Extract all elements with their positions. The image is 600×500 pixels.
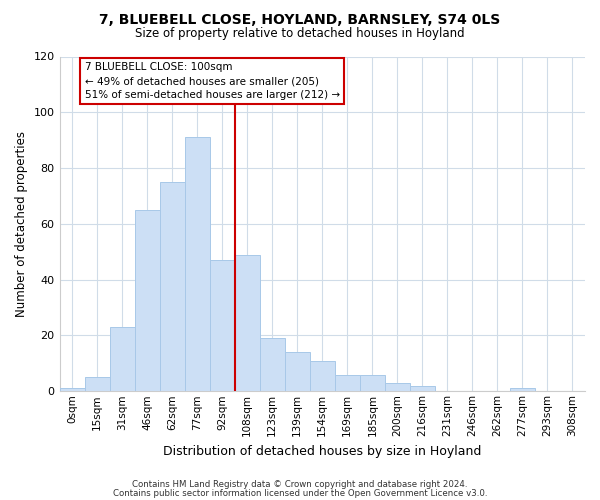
Bar xyxy=(209,260,235,392)
Bar xyxy=(360,374,385,392)
Text: 7, BLUEBELL CLOSE, HOYLAND, BARNSLEY, S74 0LS: 7, BLUEBELL CLOSE, HOYLAND, BARNSLEY, S7… xyxy=(100,12,500,26)
Bar xyxy=(134,210,160,392)
Bar xyxy=(160,182,185,392)
Text: Size of property relative to detached houses in Hoyland: Size of property relative to detached ho… xyxy=(135,28,465,40)
Bar xyxy=(510,388,535,392)
Bar xyxy=(335,374,360,392)
Bar xyxy=(410,386,435,392)
Y-axis label: Number of detached properties: Number of detached properties xyxy=(15,131,28,317)
Text: Contains HM Land Registry data © Crown copyright and database right 2024.: Contains HM Land Registry data © Crown c… xyxy=(132,480,468,489)
Bar xyxy=(260,338,285,392)
Bar xyxy=(235,254,260,392)
Text: Contains public sector information licensed under the Open Government Licence v3: Contains public sector information licen… xyxy=(113,488,487,498)
Bar xyxy=(59,388,85,392)
Bar xyxy=(285,352,310,392)
Bar xyxy=(85,378,110,392)
Bar xyxy=(110,327,134,392)
Text: 7 BLUEBELL CLOSE: 100sqm
← 49% of detached houses are smaller (205)
51% of semi-: 7 BLUEBELL CLOSE: 100sqm ← 49% of detach… xyxy=(85,62,340,100)
Bar xyxy=(310,360,335,392)
X-axis label: Distribution of detached houses by size in Hoyland: Distribution of detached houses by size … xyxy=(163,444,481,458)
Bar xyxy=(185,138,209,392)
Bar xyxy=(385,383,410,392)
